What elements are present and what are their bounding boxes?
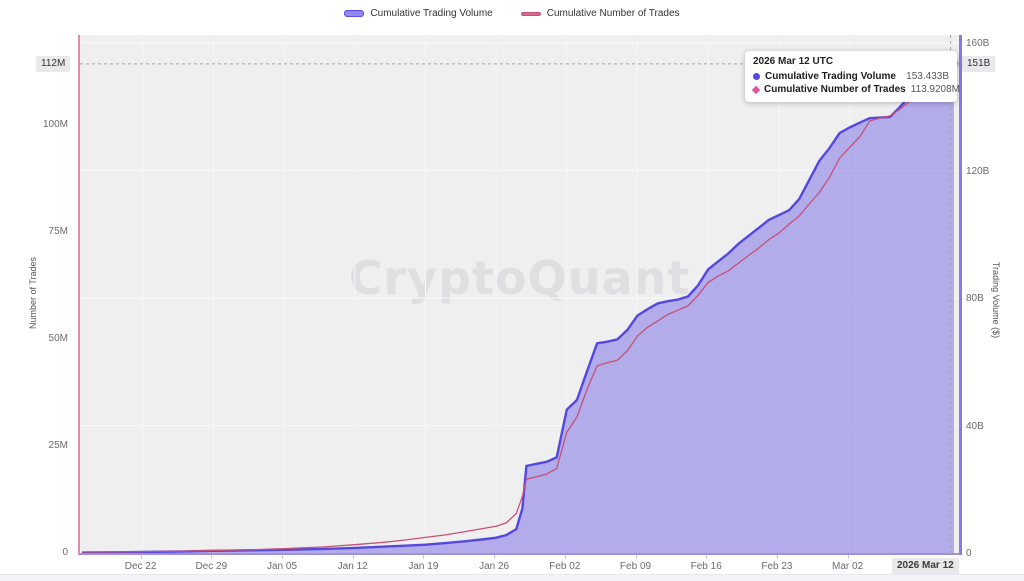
tooltip-date: 2026 Mar 12 UTC xyxy=(753,56,834,67)
left-axis-current-value: 112M xyxy=(36,55,71,72)
trades-line xyxy=(81,62,955,553)
right-axis-tick: 0 xyxy=(966,548,972,559)
trades-legend-swatch xyxy=(520,11,541,16)
legend-label: Cumulative Number of Trades xyxy=(546,8,680,19)
x-axis-tick: Dec 22 xyxy=(124,561,157,572)
legend-item-trades[interactable]: Cumulative Number of Trades xyxy=(520,8,680,19)
x-axis-tick: Mar 02 xyxy=(832,561,864,572)
x-axis-tick-mark xyxy=(211,555,213,559)
x-axis-tick: Jan 19 xyxy=(408,561,439,572)
x-axis-tick-mark xyxy=(494,555,496,559)
tooltip-series-value: 113.9208M xyxy=(910,84,960,95)
hover-tooltip: 2026 Mar 12 UTC Cumulative Trading Volum… xyxy=(745,51,960,102)
left-axis-tick: 0 xyxy=(62,547,68,558)
x-axis-tick: Jan 05 xyxy=(266,561,298,572)
x-axis-tick-mark xyxy=(282,555,283,559)
tooltip-series-label: Cumulative Trading Volume xyxy=(765,71,896,82)
tooltip-row-trades: Cumulative Number of Trades 113.9208M xyxy=(751,83,960,96)
plot-area[interactable]: CryptoQuant xyxy=(78,35,962,555)
bottom-scroll-strip[interactable] xyxy=(0,574,1024,581)
right-axis-tick: 80B xyxy=(966,293,984,304)
x-axis-tick-mark xyxy=(564,555,566,559)
x-axis-tick-mark xyxy=(635,555,637,559)
tooltip-row-volume: Cumulative Trading Volume 153.433B xyxy=(753,70,949,83)
volume-line xyxy=(81,61,955,553)
chart-legend: Cumulative Trading Volume Cumulative Numb… xyxy=(0,8,1024,19)
right-axis-tick: 120B xyxy=(966,165,990,177)
x-axis-tick-mark xyxy=(140,555,142,559)
x-axis-tick-mark xyxy=(776,555,778,559)
x-axis-tick-mark xyxy=(847,555,849,559)
volume-area-fill xyxy=(82,62,954,553)
tooltip-series-label: Cumulative Number of Trades xyxy=(764,84,906,95)
x-axis-tick-mark xyxy=(352,555,354,559)
left-axis-tick: 100M xyxy=(42,119,68,130)
trades-diamond-icon xyxy=(751,85,761,94)
tooltip-series-value: 153.433B xyxy=(906,71,949,82)
x-axis-current-date: 2026 Mar 12 xyxy=(892,558,959,574)
right-axis-tick: 40B xyxy=(966,420,984,432)
right-axis-tick: 160B xyxy=(966,38,990,49)
legend-item-volume[interactable]: Cumulative Trading Volume xyxy=(344,8,493,19)
x-axis-tick: Feb 02 xyxy=(549,561,581,572)
x-axis-tick-mark xyxy=(423,555,425,559)
left-axis-tick: 25M xyxy=(48,440,68,451)
legend-label: Cumulative Trading Volume xyxy=(370,8,493,19)
volume-bullet-icon xyxy=(753,73,760,80)
x-axis-tick: Jan 12 xyxy=(337,561,368,572)
x-axis-tick-mark xyxy=(706,555,708,559)
right-axis-current-value: 151B xyxy=(962,55,996,72)
x-axis-tick: Dec 29 xyxy=(195,561,228,572)
volume-legend-swatch xyxy=(344,10,365,17)
right-axis-title: Trading Volume ($) xyxy=(991,261,1001,339)
left-axis-tick: 50M xyxy=(48,333,68,344)
x-axis-tick: Jan 26 xyxy=(479,561,510,572)
x-axis-tick: Feb 16 xyxy=(690,561,722,572)
left-axis-title: Number of Trades xyxy=(28,256,38,330)
chart-canvas xyxy=(80,35,959,553)
x-axis-tick: Feb 09 xyxy=(619,561,652,572)
x-axis-tick: Feb 23 xyxy=(761,561,793,572)
left-axis-tick: 75M xyxy=(48,226,68,237)
